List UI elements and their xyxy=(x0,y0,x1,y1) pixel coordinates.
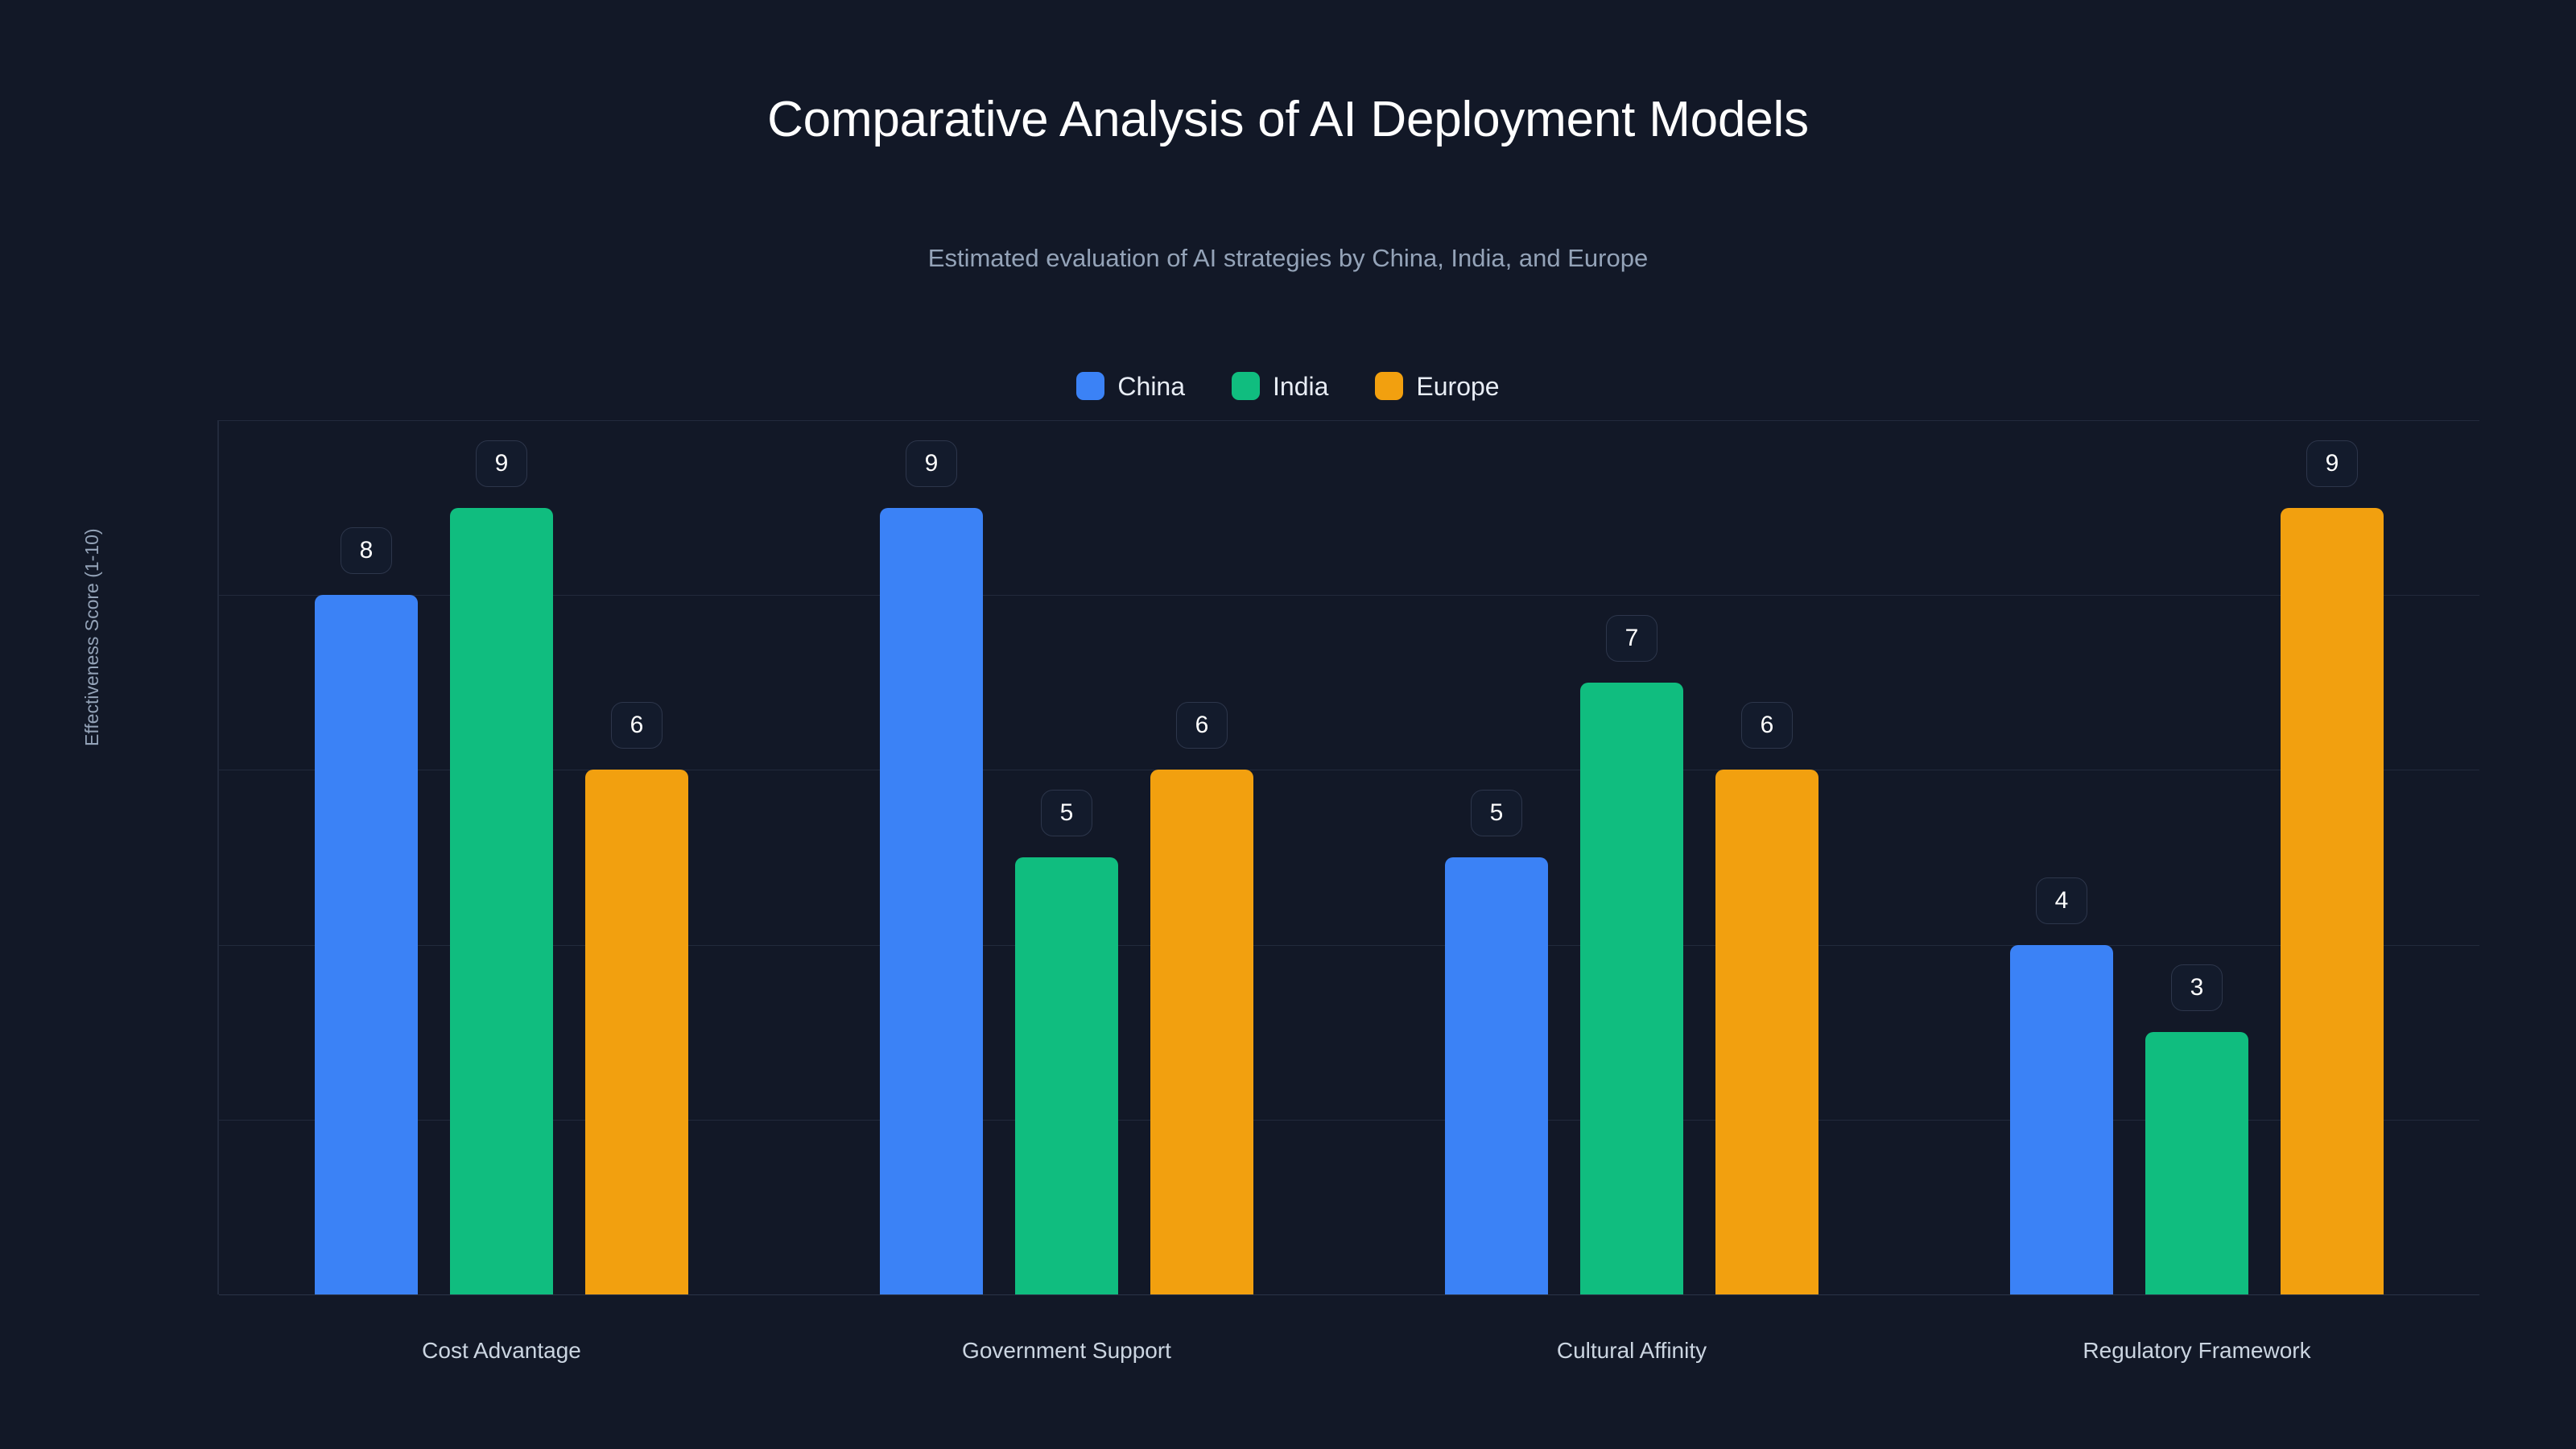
page-subtitle: Estimated evaluation of AI strategies by… xyxy=(927,244,1649,272)
bar-value-label: 8 xyxy=(341,527,392,575)
color-swatch-icon xyxy=(1232,372,1261,400)
bar-india-3[interactable] xyxy=(2145,1032,2248,1294)
x-axis-category-label: Cultural Affinity xyxy=(1556,1338,1707,1363)
bar-china-3[interactable] xyxy=(2010,944,2113,1294)
bar-india-1[interactable] xyxy=(1015,857,1118,1294)
bar-china-0[interactable] xyxy=(315,595,418,1294)
chart-legend: China India Europe xyxy=(0,372,2576,400)
bar-china-1[interactable] xyxy=(880,507,983,1294)
bar-value-label: 9 xyxy=(476,440,527,487)
bar-value-label: 9 xyxy=(2306,440,2358,487)
legend-item-india[interactable]: India xyxy=(1232,372,1328,400)
y-axis-title: Effectiveness Score (1-10) xyxy=(81,528,102,746)
bar-europe-2[interactable] xyxy=(1715,770,1818,1294)
bar-value-label: 6 xyxy=(1176,702,1228,749)
bar-value-label: 4 xyxy=(2036,877,2087,924)
color-swatch-icon xyxy=(1076,372,1105,400)
gridline-y-4 xyxy=(219,944,2479,946)
gridline-y-8 xyxy=(219,595,2479,597)
bar-europe-0[interactable] xyxy=(585,770,688,1294)
bar-india-0[interactable] xyxy=(450,507,553,1294)
bar-value-label: 9 xyxy=(906,440,957,487)
legend-item-label: China xyxy=(1117,371,1186,401)
bar-china-2[interactable] xyxy=(1445,857,1548,1294)
page-title: Comparative Analysis of AI Deployment Mo… xyxy=(767,92,1809,147)
color-swatch-icon xyxy=(1375,372,1404,400)
legend-item-label: Europe xyxy=(1416,371,1500,401)
bar-value-label: 3 xyxy=(2171,964,2223,1012)
bar-india-2[interactable] xyxy=(1580,682,1683,1294)
y-axis-line xyxy=(217,420,219,1294)
x-axis-category-label: Government Support xyxy=(962,1338,1171,1363)
bar-europe-1[interactable] xyxy=(1150,770,1253,1294)
x-axis-category-label: Cost Advantage xyxy=(422,1338,581,1363)
legend-item-europe[interactable]: Europe xyxy=(1375,371,1500,401)
bar-value-label: 6 xyxy=(1741,702,1793,749)
gridline-y-10 xyxy=(219,420,2479,421)
bar-value-label: 6 xyxy=(611,702,663,749)
plot-area: 0246810896956576439 xyxy=(217,420,2479,1295)
gridline-y-2 xyxy=(219,1119,2479,1121)
gridline-y-0 xyxy=(219,1294,2479,1295)
bar-value-label: 5 xyxy=(1471,790,1522,836)
bar-value-label: 5 xyxy=(1041,790,1092,836)
bar-europe-3[interactable] xyxy=(2281,507,2384,1294)
x-axis-category-label: Regulatory Framework xyxy=(2083,1338,2311,1363)
legend-item-china[interactable]: China xyxy=(1076,372,1185,400)
legend-item-label: India xyxy=(1273,371,1329,401)
bar-value-label: 7 xyxy=(1606,614,1657,662)
